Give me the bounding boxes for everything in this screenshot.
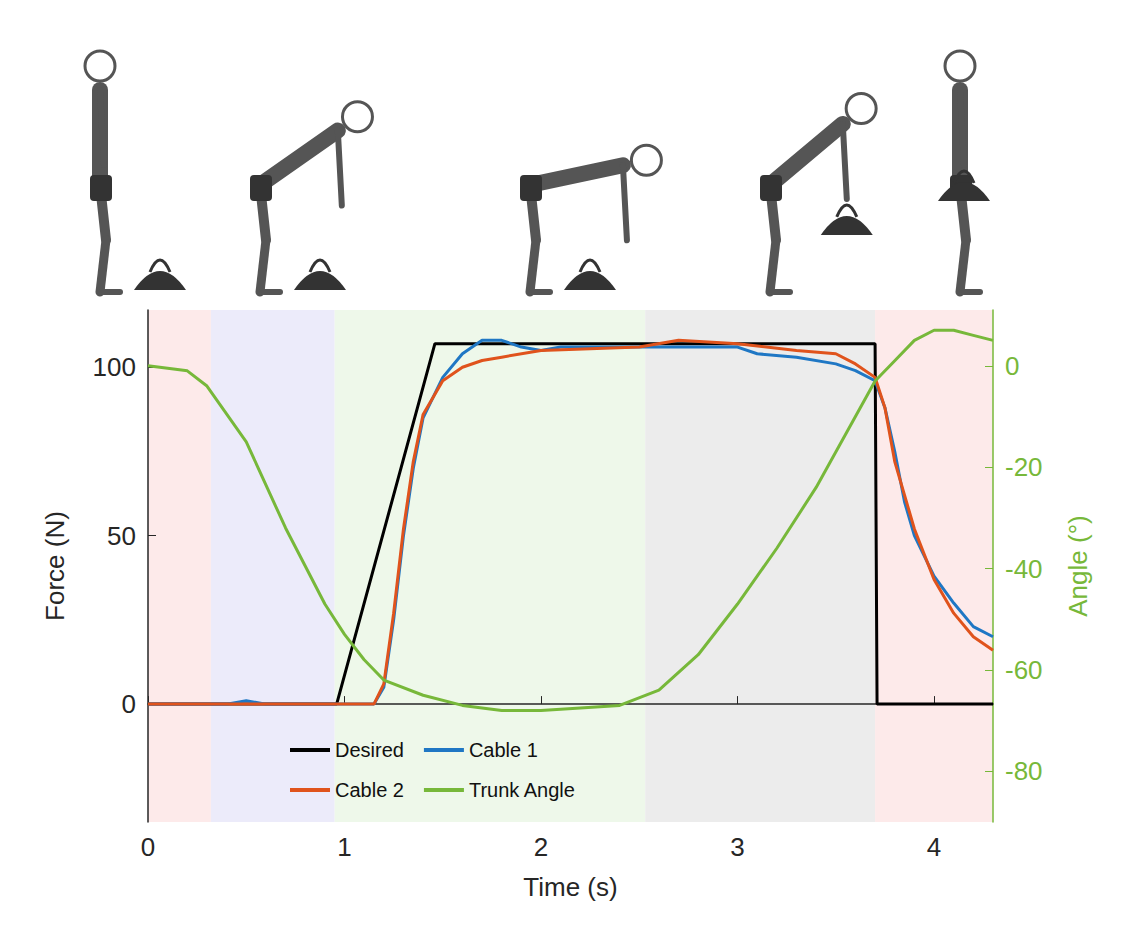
- svg-text:50: 50: [107, 521, 136, 551]
- svg-text:Cable 1: Cable 1: [469, 739, 538, 761]
- svg-text:-60: -60: [1005, 655, 1043, 685]
- svg-text:-80: -80: [1005, 756, 1043, 786]
- svg-text:100: 100: [93, 352, 136, 382]
- svg-text:-20: -20: [1005, 452, 1043, 482]
- svg-text:-40: -40: [1005, 554, 1043, 584]
- svg-text:0: 0: [122, 689, 136, 719]
- svg-text:Force (N): Force (N): [40, 511, 70, 621]
- svg-text:0: 0: [1005, 351, 1019, 381]
- svg-text:1: 1: [337, 832, 351, 862]
- svg-text:Desired: Desired: [335, 739, 404, 761]
- svg-text:0: 0: [141, 832, 155, 862]
- svg-text:Angle (°): Angle (°): [1063, 515, 1093, 616]
- svg-text:2: 2: [534, 832, 548, 862]
- svg-text:Time (s): Time (s): [523, 872, 617, 902]
- svg-text:3: 3: [730, 832, 744, 862]
- svg-text:4: 4: [927, 832, 941, 862]
- svg-text:Cable 2: Cable 2: [335, 779, 404, 801]
- svg-text:Trunk Angle: Trunk Angle: [469, 779, 575, 801]
